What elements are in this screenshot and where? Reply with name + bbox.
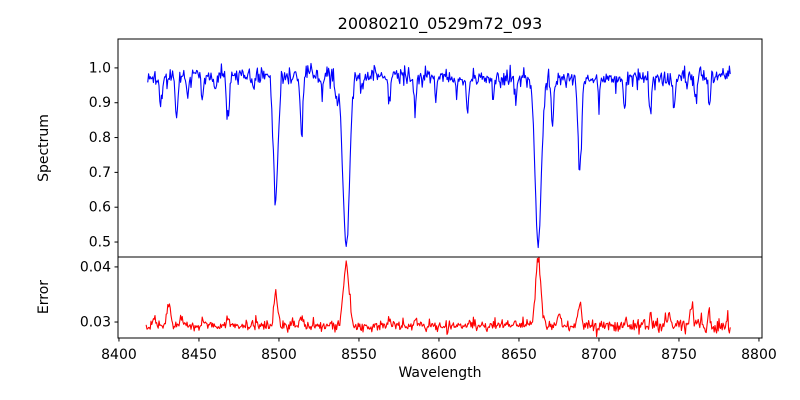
x-tick-label: 8500 <box>261 347 297 363</box>
x-tick-label: 8550 <box>341 347 377 363</box>
spectrum-y-tick-label: 1.0 <box>89 60 111 76</box>
x-axis-label: Wavelength <box>398 365 481 381</box>
error-y-tick-label: 0.04 <box>80 259 111 275</box>
error-y-axis-label: Error <box>36 280 52 314</box>
error-line <box>145 257 731 338</box>
spectrum-y-tick-label: 0.9 <box>89 95 111 111</box>
spectrum-plot-frame <box>117 38 763 258</box>
x-tick-label: 8600 <box>421 347 457 363</box>
error-y-tick-label: 0.03 <box>80 315 111 331</box>
spectrum-y-tick-label: 0.5 <box>89 235 111 251</box>
x-tick-label: 8800 <box>741 347 777 363</box>
x-tick-label: 8700 <box>581 347 617 363</box>
spectrum-y-tick-label: 0.8 <box>89 130 111 146</box>
spectrum-y-tick-label: 0.6 <box>89 200 111 216</box>
spectrum-line <box>147 62 731 249</box>
x-tick-label: 8450 <box>181 347 217 363</box>
x-tick-label: 8650 <box>501 347 537 363</box>
x-tick-label: 8750 <box>661 347 697 363</box>
plot-dynamic-layer: 1.0 0.9 0.8 0.7 0.6 0.5 0.04 0.03 8400 8450 8500 85… <box>80 38 777 363</box>
x-tick-label: 8400 <box>101 347 137 363</box>
spectrum-y-tick-label: 0.7 <box>89 165 111 181</box>
spectrum-y-axis-label: Spectrum <box>36 114 52 182</box>
chart-title: 20080210_0529m72_093 <box>338 14 543 34</box>
error-plot-frame <box>117 256 763 339</box>
